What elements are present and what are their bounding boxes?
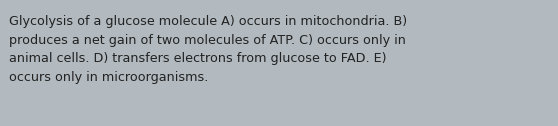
Text: Glycolysis of a glucose molecule A) occurs in mitochondria. B)
produces a net ga: Glycolysis of a glucose molecule A) occu… — [9, 15, 407, 84]
